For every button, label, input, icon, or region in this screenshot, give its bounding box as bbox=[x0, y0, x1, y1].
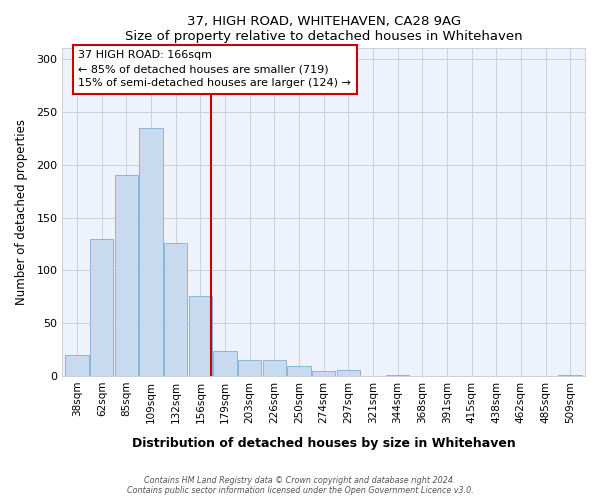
Bar bbox=[238, 360, 262, 376]
Bar bbox=[188, 296, 212, 376]
Bar bbox=[337, 370, 360, 376]
Bar bbox=[386, 375, 409, 376]
Text: Contains HM Land Registry data © Crown copyright and database right 2024.
Contai: Contains HM Land Registry data © Crown c… bbox=[127, 476, 473, 495]
Bar bbox=[164, 243, 187, 376]
Bar bbox=[559, 375, 582, 376]
Bar bbox=[115, 175, 138, 376]
Bar bbox=[65, 355, 89, 376]
Bar bbox=[312, 371, 335, 376]
Bar bbox=[139, 128, 163, 376]
Bar bbox=[287, 366, 311, 376]
Bar bbox=[90, 238, 113, 376]
Bar bbox=[263, 360, 286, 376]
Y-axis label: Number of detached properties: Number of detached properties bbox=[15, 119, 28, 305]
X-axis label: Distribution of detached houses by size in Whitehaven: Distribution of detached houses by size … bbox=[132, 437, 515, 450]
Bar bbox=[214, 350, 237, 376]
Title: 37, HIGH ROAD, WHITEHAVEN, CA28 9AG
Size of property relative to detached houses: 37, HIGH ROAD, WHITEHAVEN, CA28 9AG Size… bbox=[125, 15, 523, 43]
Text: 37 HIGH ROAD: 166sqm
← 85% of detached houses are smaller (719)
15% of semi-deta: 37 HIGH ROAD: 166sqm ← 85% of detached h… bbox=[79, 50, 351, 88]
